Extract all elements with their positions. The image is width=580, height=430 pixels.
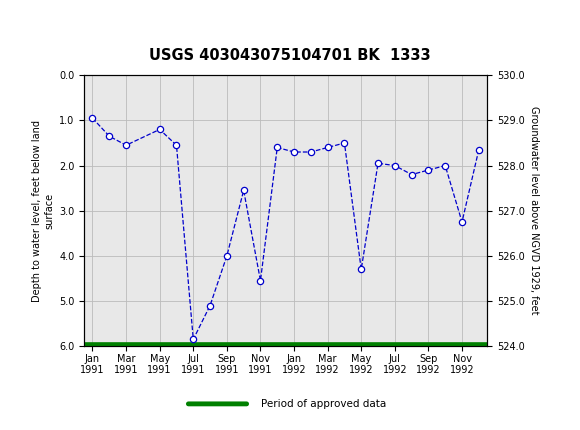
Text: Period of approved data: Period of approved data bbox=[261, 399, 386, 409]
Text: USGS: USGS bbox=[35, 12, 90, 29]
Y-axis label: Groundwater level above NGVD 1929, feet: Groundwater level above NGVD 1929, feet bbox=[529, 107, 539, 315]
Y-axis label: Depth to water level, feet below land
surface: Depth to water level, feet below land su… bbox=[32, 120, 55, 302]
Text: USGS 403043075104701 BK  1333: USGS 403043075104701 BK 1333 bbox=[149, 49, 431, 63]
Text: ≡: ≡ bbox=[3, 9, 24, 32]
